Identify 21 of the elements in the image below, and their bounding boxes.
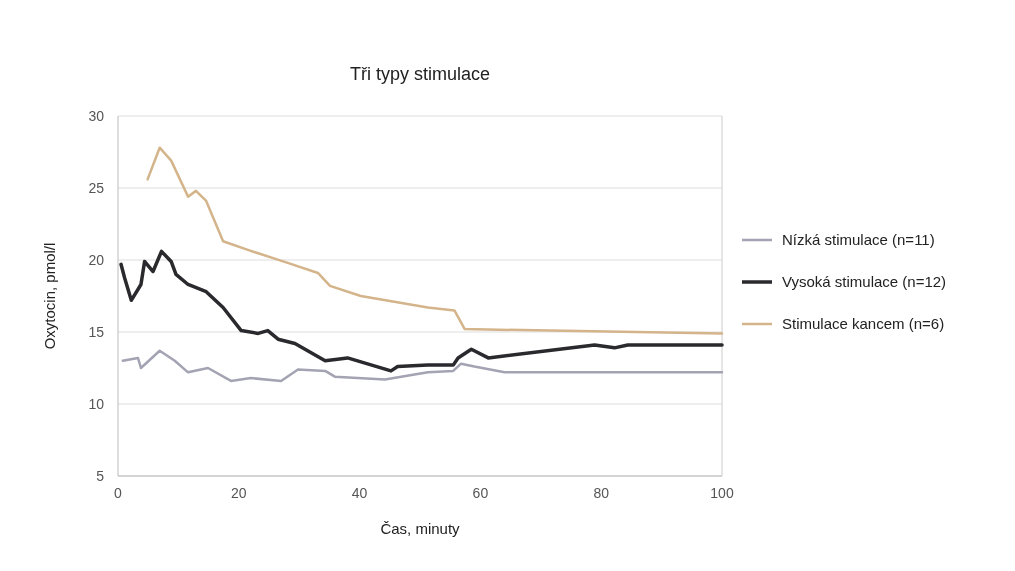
- x-axis-title: Čas, minuty: [380, 520, 461, 537]
- y-tick-label: 25: [88, 179, 105, 196]
- x-tick-label: 100: [710, 485, 734, 501]
- x-tick-label: 40: [351, 485, 368, 501]
- legend-label: Vysoká stimulace (n=12): [782, 273, 947, 291]
- line-series: [146, 146, 724, 335]
- line-series: [121, 349, 724, 383]
- x-tick-label: 0: [114, 485, 123, 501]
- y-tick-label: 20: [88, 251, 105, 268]
- legend-label: Stimulace kancem (n=6): [782, 315, 945, 333]
- y-tick-label: 5: [96, 467, 105, 484]
- legend-label: Nízká stimulace (n=11): [782, 231, 935, 249]
- x-tick-label: 60: [472, 485, 489, 501]
- y-tick-label: 30: [88, 107, 105, 124]
- x-tick-label: 80: [593, 485, 610, 501]
- y-tick-label: 15: [88, 323, 105, 340]
- y-axis-title: Oxytocin, pmol/l: [41, 242, 58, 350]
- y-tick-label: 10: [88, 395, 105, 412]
- x-tick-label: 20: [231, 485, 247, 501]
- line-series: [119, 249, 724, 373]
- chart-title: Tři typy stimulace: [349, 64, 491, 84]
